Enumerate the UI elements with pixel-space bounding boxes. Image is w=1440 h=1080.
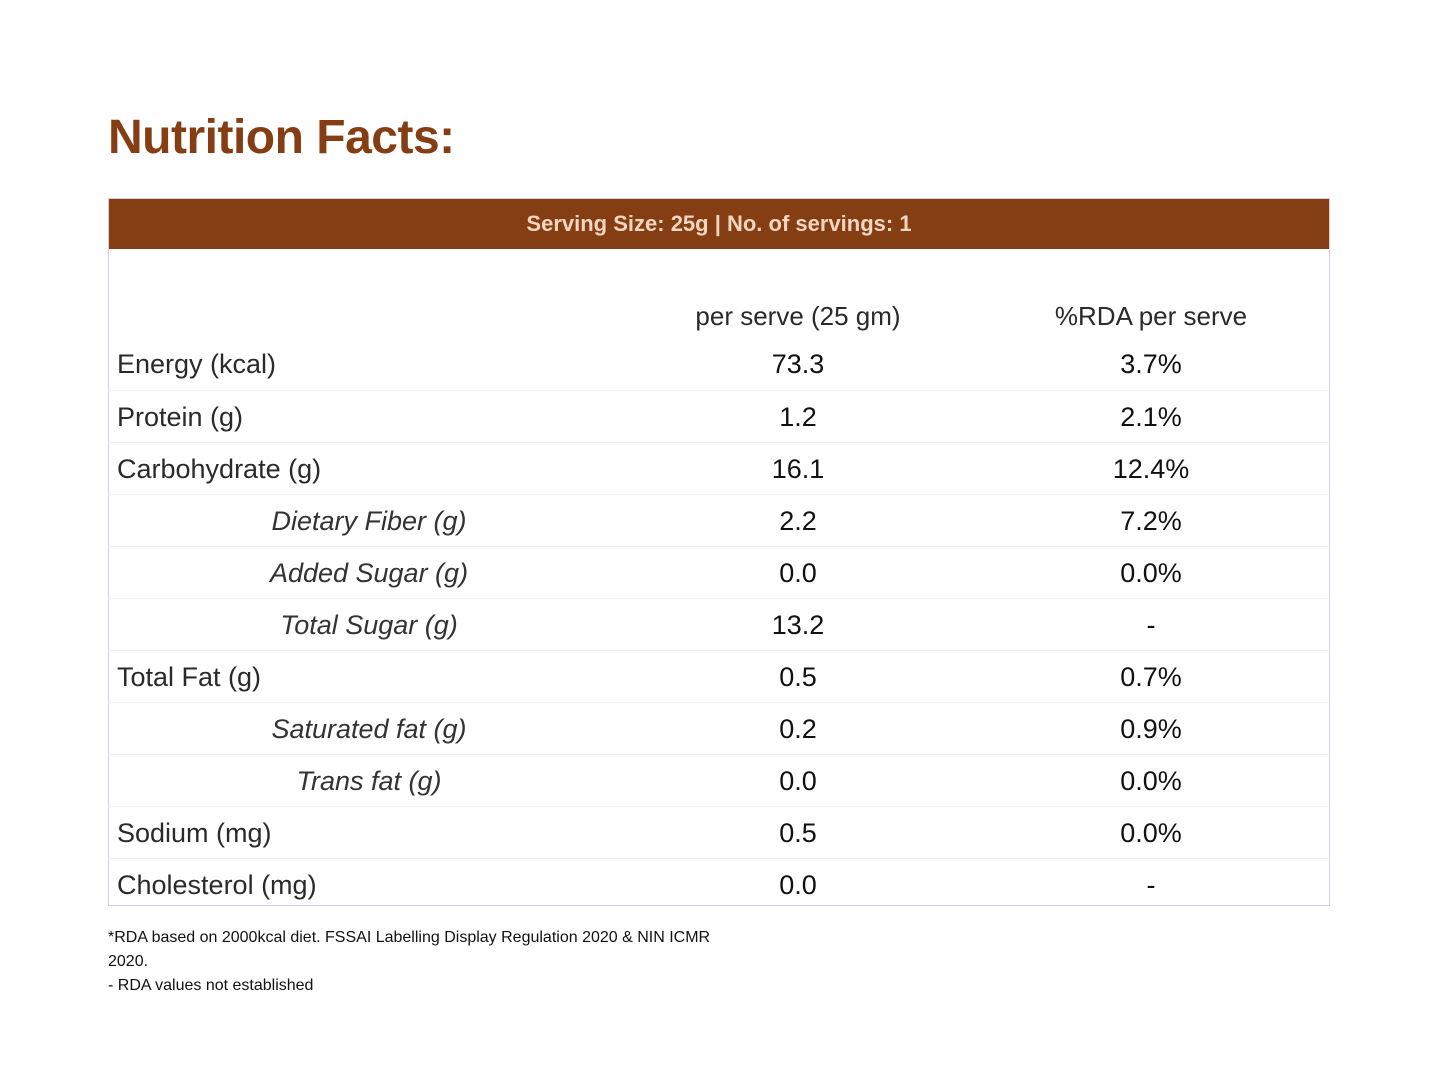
footnotes: *RDA based on 2000kcal diet. FSSAI Label… <box>108 926 748 998</box>
table-row: Energy (kcal) 73.3 3.7% <box>108 338 1330 390</box>
nutrient-rows: Energy (kcal) 73.3 3.7% Protein (g) 1.2 … <box>108 338 1330 910</box>
serving-size-banner: Serving Size: 25g | No. of servings: 1 <box>109 199 1329 249</box>
nutrient-name: Cholesterol (mg) <box>117 870 317 900</box>
table-row: Added Sugar (g) 0.0 0.0% <box>108 546 1330 598</box>
nutrient-name: Energy (kcal) <box>117 349 277 379</box>
nutrient-name: Protein (g) <box>117 402 244 432</box>
nutrient-name: Total Fat (g) <box>117 662 262 692</box>
nutrient-name: Carbohydrate (g) <box>117 454 322 484</box>
table-row: Dietary Fiber (g) 2.2 7.2% <box>108 494 1330 546</box>
column-header-rda: %RDA per serve <box>1054 301 1248 331</box>
page-title: Nutrition Facts: <box>108 111 455 164</box>
table-row: Trans fat (g) 0.0 0.0% <box>108 754 1330 806</box>
column-header-per-serve: per serve (25 gm) <box>695 301 901 331</box>
footnote-not-established: - RDA values not established <box>108 977 314 994</box>
table-row: Protein (g) 1.2 2.1% <box>108 390 1330 442</box>
table-row: Carbohydrate (g) 16.1 12.4% <box>108 442 1330 494</box>
table-row: Cholesterol (mg) 0.0 - <box>108 858 1330 910</box>
table-row: Sodium (mg) 0.5 0.0% <box>108 806 1330 858</box>
table-row: Total Fat (g) 0.5 0.7% <box>108 650 1330 702</box>
table-row: Total Sugar (g) 13.2 - <box>108 598 1330 650</box>
footnote-rda-basis: *RDA based on 2000kcal diet. FSSAI Label… <box>108 929 711 970</box>
table-row: Saturated fat (g) 0.2 0.9% <box>108 702 1330 754</box>
nutrient-name: Sodium (mg) <box>117 818 272 848</box>
nutrition-facts-table: Serving Size: 25g | No. of servings: 1 <box>108 198 1330 906</box>
